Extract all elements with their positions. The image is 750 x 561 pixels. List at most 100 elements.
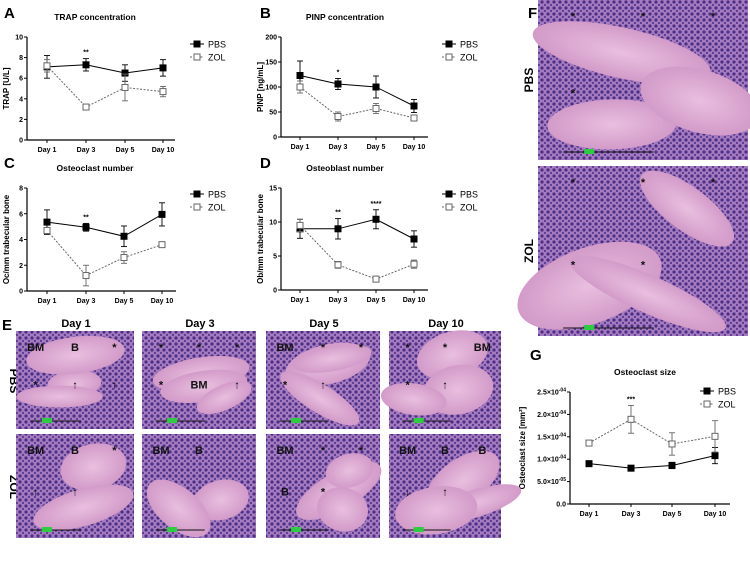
y-axis-label: TRAP [U/L]	[2, 67, 11, 109]
annotation-arrow: ↑	[112, 380, 118, 392]
chart-D: D Osteoblast number 0 5 10 15 Day 1 Day 3 Day 5 D…	[256, 155, 478, 304]
data-point-ZOL	[82, 272, 90, 280]
y-tick-label: 1.5×10-04	[537, 432, 566, 441]
x-tick-label: Day 10	[704, 511, 727, 518]
chart-title: TRAP concentration	[54, 12, 136, 22]
series-line-PBS	[46, 64, 164, 74]
data-point-PBS	[158, 210, 166, 218]
chart-G: G Osteoclast size 0.0 5.0×10-05 1.0×10-04 1.5…	[518, 347, 736, 518]
data-point-ZOL	[159, 88, 167, 96]
histology-image: * * * *	[532, 0, 750, 160]
scale-marker	[413, 418, 424, 423]
annotation-asterisk: *	[359, 445, 364, 457]
series-line-PBS	[46, 213, 163, 237]
row-label: ZOL	[522, 239, 536, 263]
data-point-PBS	[334, 80, 342, 88]
bone-trabecula	[196, 380, 252, 415]
panel-label: B	[260, 5, 271, 22]
data-point-PBS	[82, 61, 90, 69]
y-tick-label: 6	[19, 211, 23, 218]
annotation-bone-marrow: BM	[152, 445, 169, 457]
annotation-asterisk: *	[406, 380, 411, 392]
annotation-arrow: ↑	[72, 380, 78, 392]
annotation-asterisk: *	[112, 342, 117, 354]
data-point-PBS	[410, 102, 418, 110]
annotation-bone: B	[281, 486, 289, 498]
data-point-ZOL	[372, 275, 380, 283]
scale-marker	[167, 418, 178, 423]
scale-marker	[41, 418, 52, 423]
data-point-PBS	[410, 235, 418, 243]
data-point-PBS	[585, 460, 593, 468]
data-point-ZOL	[668, 440, 676, 448]
chart-A: A TRAP concentration 0 2 4 6 8 10 Day 1 Day 3 Day …	[2, 5, 226, 154]
legend-marker	[193, 190, 201, 198]
x-tick-label: Day 5	[367, 144, 386, 151]
annotation-asterisk: *	[641, 11, 646, 23]
significance-label: ***	[627, 396, 635, 403]
histology-image: BM B * * ↑ ↑	[16, 331, 134, 429]
data-point-ZOL	[372, 105, 380, 112]
x-tick-label: Day 1	[291, 144, 310, 151]
legend-marker	[445, 203, 453, 211]
annotation-arrow: ↑	[72, 486, 78, 498]
legend-marker	[193, 53, 201, 61]
annotation-asterisk: *	[112, 445, 117, 457]
x-tick-label: Day 3	[77, 147, 96, 154]
histology-image: BM B B ↓ ↑	[389, 434, 522, 538]
scale-marker	[41, 527, 52, 532]
annotation-arrow: ↑	[320, 380, 326, 392]
histology-image: BM B	[142, 434, 256, 538]
x-tick-label: Day 3	[77, 298, 96, 305]
data-point-ZOL	[334, 261, 342, 269]
y-tick-label: 8	[19, 55, 23, 62]
annotation-bone: B	[71, 445, 79, 457]
annotation-bone-marrow: BM	[276, 445, 293, 457]
y-tick-label: 0	[273, 135, 277, 142]
y-tick-label: 50	[269, 110, 277, 117]
annotation-bone-marrow: BM	[474, 342, 491, 354]
x-tick-label: Day 1	[38, 298, 57, 305]
data-point-ZOL	[410, 114, 418, 122]
day-label: Day 3	[185, 318, 214, 330]
bone-trabecula	[640, 66, 750, 136]
data-point-ZOL	[627, 415, 635, 423]
histology-image: BM * * * ↑	[266, 331, 380, 429]
bone-trabecula	[33, 484, 134, 531]
annotation-asterisk: *	[321, 486, 326, 498]
data-point-ZOL	[82, 103, 90, 111]
legend-label: PBS	[718, 387, 736, 397]
y-tick-label: 6	[19, 76, 23, 83]
histology-image: * * * * *	[517, 166, 748, 336]
histology-image: BM B * ↑ ↑	[16, 434, 134, 538]
y-tick-label: 0	[19, 289, 23, 296]
series-line-ZOL	[299, 86, 415, 119]
legend-label: PBS	[208, 190, 226, 200]
annotation-asterisk: *	[321, 445, 326, 457]
y-axis-label: Ob/mm trabecular bone	[256, 194, 265, 284]
annotation-bone-marrow: BM	[399, 445, 416, 457]
annotation-bone-marrow: BM	[276, 342, 293, 354]
data-point-ZOL	[296, 221, 304, 229]
data-point-PBS	[668, 461, 676, 469]
bone-trabecula	[547, 99, 677, 150]
legend-marker	[445, 190, 453, 198]
x-tick-label: Day 1	[580, 511, 599, 518]
annotation-asterisk: *	[711, 11, 716, 23]
legend-marker	[445, 40, 453, 48]
chart-title: PINP concentration	[306, 12, 384, 22]
y-tick-label: 10	[15, 35, 23, 42]
tick-exponent: -05	[559, 477, 566, 483]
annotation-asterisk: *	[235, 342, 240, 354]
panel-label: C	[4, 155, 15, 172]
data-point-ZOL	[410, 260, 418, 268]
annotation-bone: B	[71, 342, 79, 354]
y-axis-label: Oc/mm trabecular bone	[2, 194, 11, 284]
y-tick-label: 0	[273, 288, 277, 295]
bone-trabecula	[280, 371, 360, 426]
legend-marker	[193, 40, 201, 48]
legend-marker	[703, 387, 711, 395]
data-point-PBS	[159, 64, 167, 72]
